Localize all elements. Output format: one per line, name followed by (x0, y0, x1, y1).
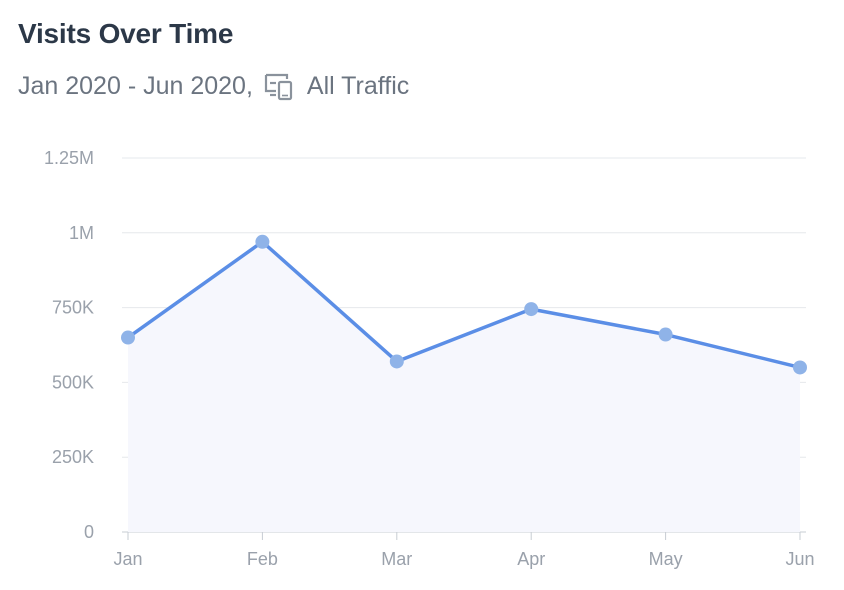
data-point[interactable] (121, 330, 135, 345)
y-tick-label: 1M (69, 223, 94, 243)
data-point[interactable] (524, 302, 539, 317)
chart-subtitle: Jan 2020 - Jun 2020, All Traffic (18, 70, 409, 102)
area-layer (128, 241, 800, 532)
x-tick-label: Feb (247, 549, 278, 569)
y-tick-label: 250K (52, 447, 94, 467)
x-tick-label: Jan (113, 549, 142, 569)
data-point[interactable] (658, 327, 673, 342)
x-axis-ticks: Jan Feb Mar Apr May Jun (113, 532, 815, 569)
line-layer (126, 240, 802, 370)
point-layer (121, 234, 807, 375)
y-tick-label: 1.25M (44, 148, 94, 168)
x-tick-label: Apr (517, 549, 545, 569)
chart-title: Visits Over Time (18, 18, 234, 49)
date-range: Jan 2020 - Jun 2020, (18, 71, 253, 100)
x-tick-label: Jun (785, 549, 814, 569)
x-tick-label: Mar (381, 549, 412, 569)
data-point[interactable] (255, 234, 270, 249)
y-tick-label: 500K (52, 372, 94, 392)
data-point[interactable] (793, 360, 807, 375)
y-tick-label: 0 (84, 522, 94, 542)
data-point[interactable] (389, 354, 404, 369)
series-line (126, 240, 802, 370)
y-axis-ticks: 0 250K 500K 750K 1M 1.25M (44, 148, 94, 542)
segment-label: All Traffic (306, 71, 410, 100)
devices-icon (263, 70, 297, 102)
y-tick-label: 750K (52, 298, 94, 318)
x-tick-label: May (649, 549, 683, 569)
series-area (128, 241, 800, 532)
